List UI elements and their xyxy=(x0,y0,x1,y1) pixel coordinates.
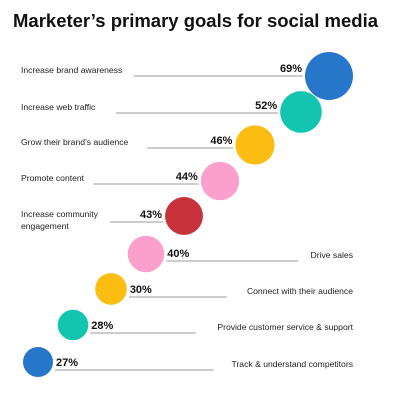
category-label-line: Increase web traffic xyxy=(21,102,96,112)
value-label-drive-sales: 40% xyxy=(167,248,189,260)
value-label-promote-content: 44% xyxy=(176,171,198,183)
value-label-connect-with-their-audience: 30% xyxy=(130,284,152,296)
bubble-provide-customer-service-support xyxy=(57,309,89,341)
bubble-increase-community-engagement xyxy=(165,197,203,235)
value-label-grow-their-brand-s-audience: 46% xyxy=(210,135,232,147)
category-label-line: engagement xyxy=(21,221,69,231)
bubble-promote-content xyxy=(200,161,240,201)
value-label-increase-brand-awareness: 69% xyxy=(280,63,302,75)
category-label-provide-customer-service-support: Provide customer service & support xyxy=(217,322,353,332)
bubble-increase-web-traffic xyxy=(280,91,322,133)
category-label-drive-sales: Drive sales xyxy=(310,250,353,260)
bubble-drive-sales xyxy=(127,235,165,273)
category-label-line: Grow their brand’s audience xyxy=(21,137,129,147)
bubble-increase-brand-awareness xyxy=(305,52,353,100)
chart-title: Marketer’s primary goals for social medi… xyxy=(13,10,379,31)
value-label-increase-community-engagement: 43% xyxy=(140,209,162,221)
value-label-provide-customer-service-support: 28% xyxy=(91,320,113,332)
category-label-grow-their-brand-s-audience: Grow their brand’s audience xyxy=(21,137,129,147)
category-label-line: Increase brand awareness xyxy=(21,65,122,75)
chart-marks: 69% Increase brand awareness 52% Increase w… xyxy=(21,52,354,378)
bubble-connect-with-their-audience xyxy=(95,273,127,305)
value-label-increase-web-traffic: 52% xyxy=(255,100,277,112)
bubble-track-understand-competitors xyxy=(22,346,54,378)
category-label-increase-community-engagement: Increase community engagement xyxy=(21,209,99,231)
bubble-grow-their-brand-s-audience xyxy=(235,125,275,165)
category-label-track-understand-competitors: Track & understand competitors xyxy=(232,359,353,369)
category-label-increase-brand-awareness: Increase brand awareness xyxy=(21,65,122,75)
category-label-increase-web-traffic: Increase web traffic xyxy=(21,102,96,112)
category-label-line: Increase community xyxy=(21,209,99,219)
category-label-connect-with-their-audience: Connect with their audience xyxy=(247,286,353,296)
category-label-promote-content: Promote content xyxy=(21,173,85,183)
category-label-line: Promote content xyxy=(21,173,85,183)
value-label-track-understand-competitors: 27% xyxy=(56,357,78,369)
